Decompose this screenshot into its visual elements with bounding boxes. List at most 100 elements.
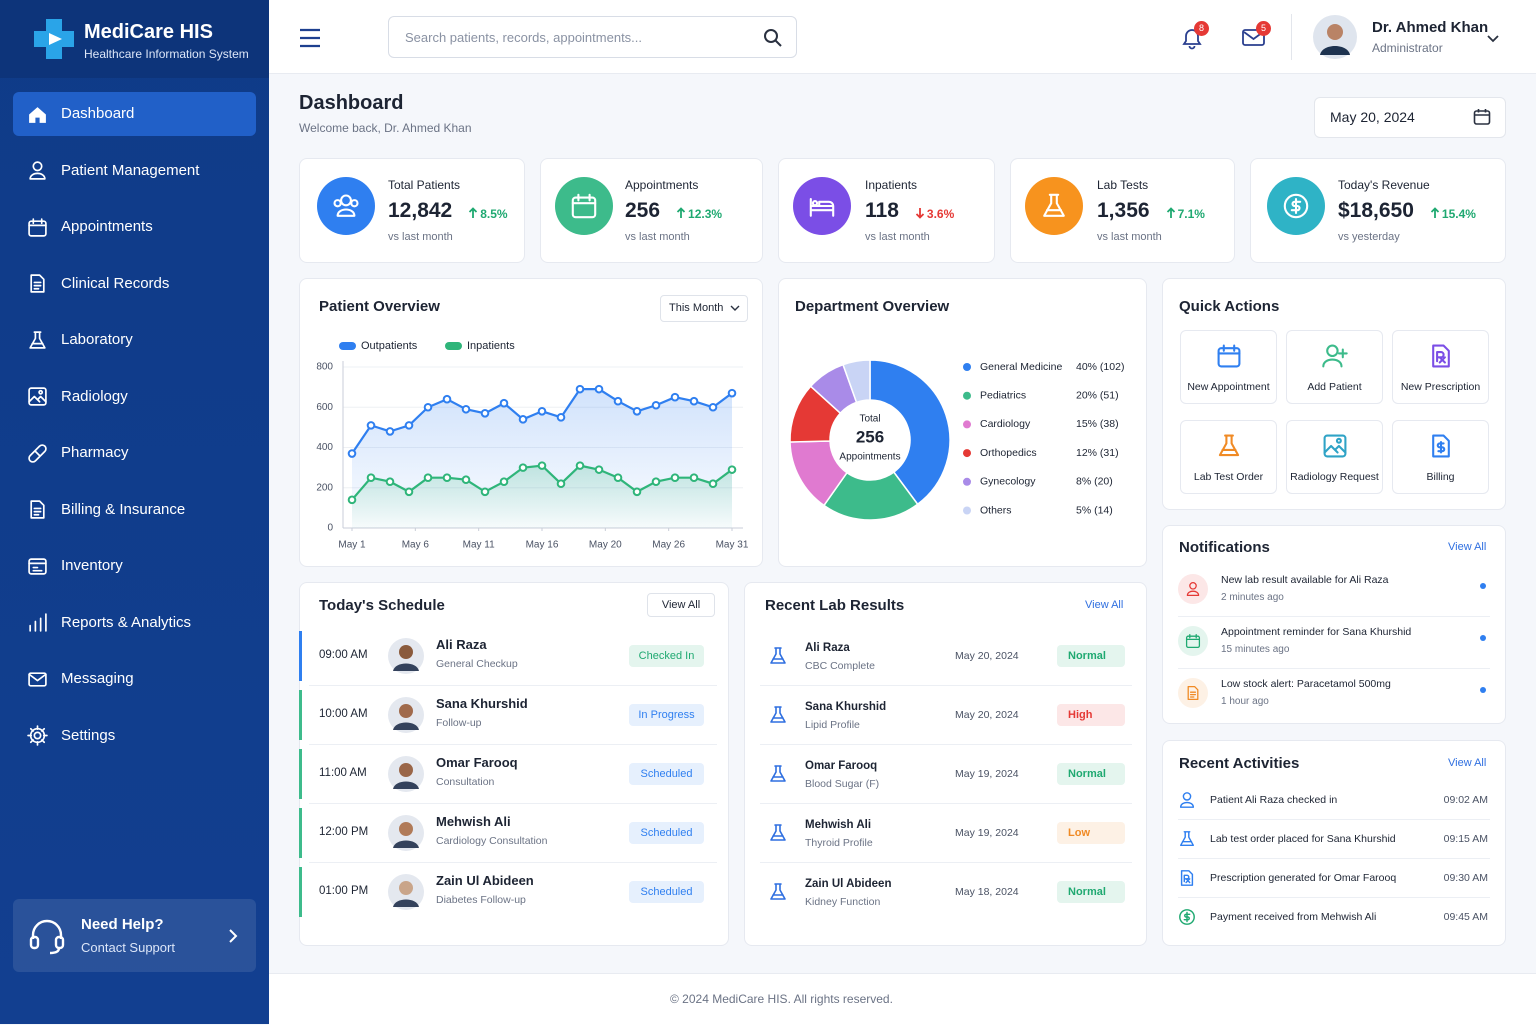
- help-box[interactable]: [13, 899, 256, 972]
- y-tick-label: 200: [316, 482, 333, 493]
- patient-detail: Follow-up: [436, 717, 482, 729]
- avatar-head: [399, 645, 413, 659]
- data-point: [670, 392, 680, 402]
- status-pill: Checked In: [629, 645, 704, 667]
- stat-change: 7.1%: [1177, 207, 1205, 221]
- lab-icon: [770, 883, 786, 900]
- activity-time: 09:45 AM: [1443, 911, 1488, 923]
- view-all[interactable]: View All: [1448, 541, 1487, 553]
- data-point: [461, 404, 471, 414]
- department-overview-card: [778, 278, 1147, 567]
- data-point: [594, 384, 604, 394]
- icon-part: [1325, 344, 1339, 358]
- nav-item-active[interactable]: [13, 92, 256, 136]
- patient-detail: Consultation: [436, 776, 495, 788]
- menu-button[interactable]: [299, 28, 321, 48]
- avatar-body: [393, 663, 419, 671]
- legend-label: Outpatients: [361, 340, 418, 352]
- icon-part: [770, 706, 786, 723]
- data-point: [556, 479, 566, 489]
- nav-icon: [28, 106, 46, 123]
- nav-label[interactable]: Laboratory: [61, 331, 133, 348]
- nav-label[interactable]: Appointments: [61, 218, 153, 235]
- row-accent: [299, 808, 302, 858]
- lab-date: May 19, 2024: [955, 768, 1019, 780]
- quick-action-icon: [1321, 344, 1348, 368]
- icon-part: [770, 824, 786, 841]
- lab-date: May 20, 2024: [955, 709, 1019, 721]
- nav-label[interactable]: Billing & Insurance: [61, 500, 186, 518]
- icon-part: [571, 193, 597, 205]
- legend-value: 12% (31): [1076, 447, 1119, 459]
- view-all-button[interactable]: View All: [647, 593, 715, 617]
- icon-part: [28, 106, 46, 123]
- icon-part: [1290, 197, 1302, 215]
- icon-part: [26, 725, 48, 746]
- avatar-body: [393, 840, 419, 848]
- quick-action[interactable]: [1180, 420, 1277, 494]
- calendar-icon[interactable]: [1473, 108, 1491, 126]
- help-title: Need Help?: [81, 916, 164, 933]
- patient-avatar: [388, 697, 424, 733]
- nav-label[interactable]: Radiology: [61, 387, 128, 405]
- data-point: [442, 473, 452, 482]
- nav-label[interactable]: Pharmacy: [61, 444, 129, 461]
- legend-value: 15% (38): [1076, 418, 1119, 430]
- trend-arrow: [1430, 207, 1440, 218]
- quick-action[interactable]: [1286, 330, 1383, 404]
- nav-label[interactable]: Dashboard: [61, 105, 135, 122]
- icon-part: [1323, 434, 1346, 458]
- chevron-path: [730, 305, 740, 311]
- user-avatar[interactable]: [1313, 15, 1357, 59]
- separator: [760, 803, 1132, 804]
- view-all[interactable]: View All: [1448, 757, 1487, 769]
- legend-dot: [963, 449, 971, 458]
- view-all[interactable]: View All: [1085, 599, 1124, 611]
- icon-part: [27, 219, 47, 237]
- data-point: [651, 400, 661, 410]
- data-point: [366, 421, 376, 430]
- activity-text: Prescription generated for Omar Farooq: [1210, 872, 1397, 884]
- filter-dropdown[interactable]: [660, 295, 748, 322]
- icon-part: [1187, 685, 1199, 701]
- nav-label[interactable]: Reports & Analytics: [61, 613, 192, 631]
- icon-part: [336, 208, 356, 217]
- icon-part: [27, 557, 47, 575]
- separator: [309, 862, 717, 863]
- icon-part: [29, 727, 45, 744]
- icon-part: [1189, 581, 1197, 590]
- y-tick-label: 600: [316, 402, 333, 413]
- row-accent: [299, 631, 302, 681]
- icon-part: [1179, 831, 1195, 847]
- separator: [760, 862, 1132, 863]
- data-point: [442, 394, 452, 404]
- data-point: [556, 413, 566, 422]
- search-icon[interactable]: [763, 28, 783, 48]
- notification-icon: [1185, 633, 1201, 649]
- nav-label[interactable]: Patient Management: [61, 161, 200, 179]
- avatar-head: [1327, 24, 1343, 40]
- nav-label[interactable]: Messaging: [61, 670, 134, 687]
- bell-icon[interactable]: [1180, 26, 1204, 50]
- icon-part: [1185, 633, 1201, 641]
- card-title: Recent Lab Results: [765, 597, 905, 614]
- chevron-right: [229, 929, 238, 943]
- notification-badge: 8: [1194, 21, 1209, 36]
- search-box[interactable]: [388, 16, 797, 58]
- notification-time: 1 hour ago: [1221, 696, 1269, 707]
- arrow-path: [469, 207, 478, 218]
- user-menu-chevron[interactable]: [1486, 34, 1500, 44]
- nav-label[interactable]: Inventory: [61, 557, 123, 574]
- activity-icon: [1179, 909, 1195, 925]
- lab-patient: Ali Raza: [805, 642, 850, 654]
- activity-icon: [1179, 831, 1195, 847]
- data-point: [518, 463, 528, 472]
- result-pill: Normal: [1057, 645, 1125, 667]
- nav-label[interactable]: Clinical Records: [61, 274, 170, 292]
- nav-icon: [28, 613, 47, 632]
- nav-label[interactable]: Settings: [61, 726, 116, 744]
- stat-icon: [571, 193, 597, 219]
- unread-dot: [1480, 583, 1486, 589]
- icon-part: [29, 274, 45, 293]
